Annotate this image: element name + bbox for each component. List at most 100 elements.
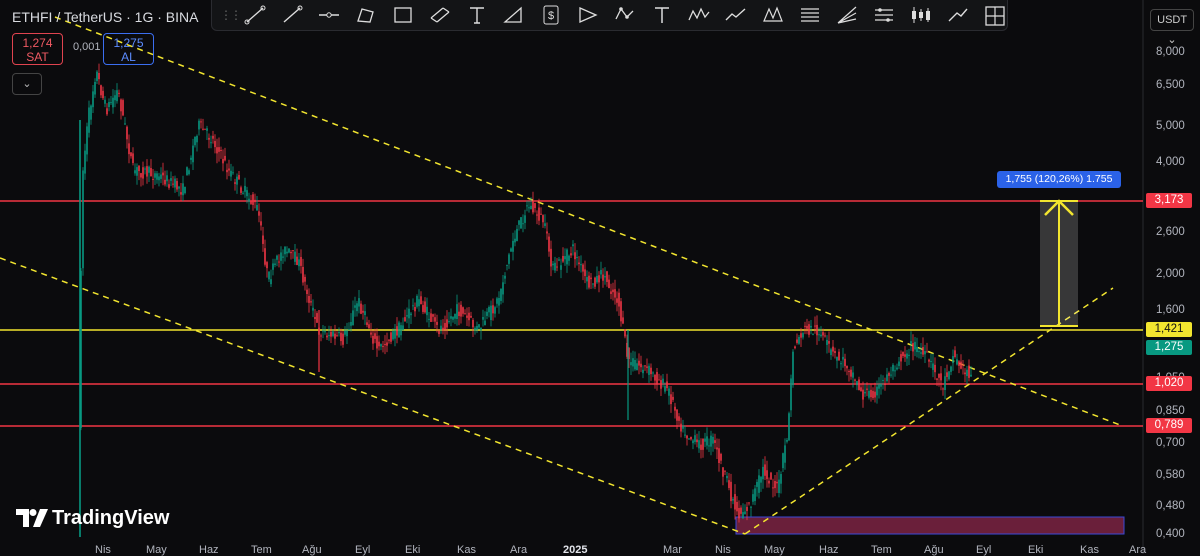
symbol-title[interactable]: ETHFI / TetherUS · 1G · BINA <box>12 9 199 25</box>
horizontal-ray-icon[interactable] <box>316 3 342 27</box>
path-icon[interactable] <box>723 3 749 27</box>
tv-logo-icon <box>16 509 48 527</box>
candle-body <box>128 143 130 155</box>
crosshair-frame-icon[interactable] <box>982 3 1008 27</box>
candle-body <box>574 252 576 260</box>
trend-line-icon[interactable] <box>242 3 268 27</box>
tradingview-logo[interactable]: TradingView <box>16 505 169 531</box>
candle-body <box>300 256 302 266</box>
fib-levels-icon[interactable] <box>797 3 823 27</box>
candle-body <box>528 207 530 209</box>
collapse-chevron-icon[interactable]: ⌄ <box>12 73 42 95</box>
candle-body <box>560 265 562 270</box>
position-icon[interactable] <box>871 3 897 27</box>
candle-body <box>696 439 698 443</box>
xabcd-pattern-icon[interactable] <box>760 3 786 27</box>
candle-body <box>400 325 402 336</box>
candle-body <box>474 327 476 331</box>
candle-body <box>792 351 794 386</box>
candle-body <box>554 262 556 271</box>
candle-body <box>522 223 524 225</box>
candle-body <box>510 248 512 252</box>
time-tick-label: May <box>146 544 167 556</box>
fib-fan-icon[interactable] <box>834 3 860 27</box>
candle-body <box>490 305 492 321</box>
candle-body <box>284 246 286 255</box>
candle-body <box>414 306 416 312</box>
candle-body <box>350 321 352 326</box>
candle-body <box>818 334 820 336</box>
candle-body <box>738 507 740 519</box>
candle-body <box>630 362 632 366</box>
triangle-icon[interactable] <box>501 3 527 27</box>
candle-body <box>854 379 856 381</box>
buy-label: AL <box>121 50 136 64</box>
pattern-icon[interactable] <box>612 3 638 27</box>
candle-body <box>568 255 570 261</box>
candle-body <box>224 155 226 161</box>
candle-body <box>798 336 800 344</box>
candle-body <box>968 365 970 378</box>
candle-body <box>620 301 622 322</box>
elliott-wave-icon[interactable] <box>686 3 712 27</box>
candle-body <box>820 334 822 337</box>
candle-body <box>310 301 312 303</box>
candle-body <box>788 413 790 441</box>
candle-body <box>278 261 280 263</box>
candle-body <box>938 373 940 378</box>
sell-button[interactable]: 1,274 SAT <box>12 33 63 65</box>
candle-body <box>944 376 946 391</box>
sell-label: SAT <box>26 50 49 64</box>
candle-body <box>886 374 888 382</box>
candle-body <box>262 235 264 244</box>
candle-body <box>650 367 652 375</box>
buy-button[interactable]: 1,275 AL <box>103 33 154 65</box>
candle-body <box>658 379 660 381</box>
candle-body <box>440 325 442 330</box>
rectangle-icon[interactable] <box>390 3 416 27</box>
candle-body <box>90 105 92 120</box>
candle-body <box>192 145 194 163</box>
candle-body <box>858 379 860 391</box>
candle-body <box>688 438 690 440</box>
candle-body <box>308 295 310 303</box>
drag-handle-icon[interactable]: ⋮⋮ <box>220 8 242 22</box>
candles-icon[interactable] <box>908 3 934 27</box>
candle-body <box>562 255 564 262</box>
candle-body <box>348 329 350 331</box>
candle-body <box>466 315 468 318</box>
candle-body <box>208 137 210 140</box>
candle-body <box>114 95 116 101</box>
candle-body <box>484 320 486 326</box>
currency-label: USDT <box>1157 14 1187 26</box>
time-tick-label: Mar <box>663 544 682 556</box>
candle-body <box>372 335 374 344</box>
candle-body <box>880 383 882 387</box>
candle-body <box>110 102 112 104</box>
text-t-icon[interactable] <box>464 3 490 27</box>
line-icon[interactable] <box>279 3 305 27</box>
polyline-icon[interactable] <box>353 3 379 27</box>
candle-body <box>268 271 270 280</box>
flag-icon[interactable] <box>575 3 601 27</box>
price-label-icon[interactable]: $ <box>538 3 564 27</box>
candle-body <box>156 173 158 180</box>
candle-body <box>252 194 254 205</box>
time-tick-label: Eki <box>405 544 421 556</box>
candle-body <box>736 501 738 512</box>
currency-selector[interactable]: USDT ⌄ <box>1150 9 1194 46</box>
parallel-channel-icon[interactable] <box>427 3 453 27</box>
candle-body <box>352 310 354 326</box>
candle-body <box>120 99 122 112</box>
buy-price: 1,275 <box>113 36 144 50</box>
candle-body <box>796 339 798 343</box>
candle-body <box>626 342 628 357</box>
price-tick-label: 0,480 <box>1156 500 1185 512</box>
candle-body <box>210 142 212 144</box>
text-icon[interactable] <box>649 3 675 27</box>
candle-body <box>926 351 928 353</box>
candle-body <box>446 319 448 328</box>
arrow-line-icon[interactable] <box>945 3 971 27</box>
candle-body <box>154 173 156 178</box>
